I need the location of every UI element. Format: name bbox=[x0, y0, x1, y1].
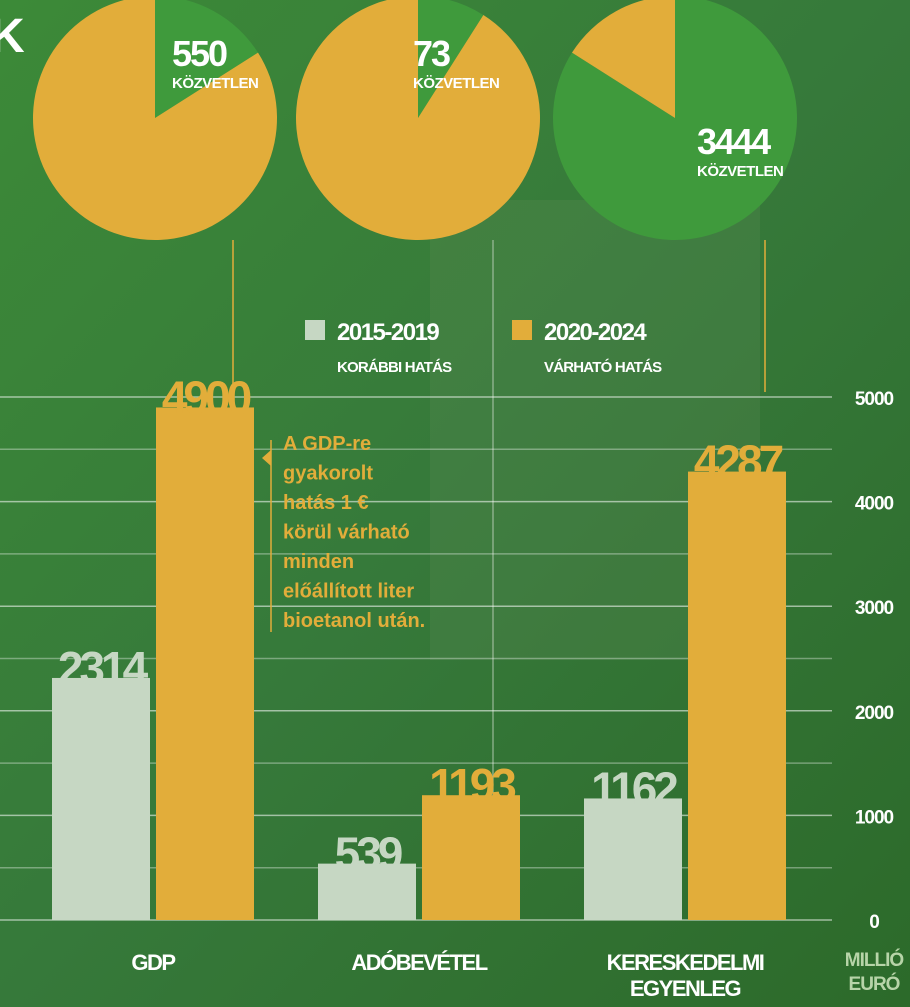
annotation: körül várható bbox=[283, 522, 410, 544]
y-tick-label: 4000 bbox=[855, 494, 894, 515]
x-tick-label: GDP bbox=[131, 950, 175, 975]
pie-value-label: 550 bbox=[172, 33, 227, 74]
legend-label: 2015-2019 bbox=[337, 319, 439, 346]
bar-value-label: 539 bbox=[335, 828, 402, 880]
pie-label: KÖZVETLEN bbox=[697, 163, 783, 180]
bar bbox=[156, 407, 254, 921]
y-tick-label: 5000 bbox=[855, 389, 894, 410]
axis-unit: MILLIÓ bbox=[845, 949, 904, 971]
bar-value-label: 1162 bbox=[591, 762, 677, 814]
pie-slice bbox=[418, 0, 484, 118]
bar-value-label: 4287 bbox=[694, 436, 783, 488]
y-tick-label: 2000 bbox=[855, 703, 894, 724]
y-tick-label: 0 bbox=[869, 912, 879, 933]
annotation: bioetanol után. bbox=[283, 610, 425, 632]
annotation: minden bbox=[283, 551, 354, 573]
axis-unit: EURÓ bbox=[849, 973, 900, 995]
pie-slice bbox=[296, 0, 540, 240]
bar-value-label: 2314 bbox=[58, 642, 149, 694]
pie-value-label: 73 bbox=[413, 33, 450, 74]
bar bbox=[688, 471, 786, 920]
bar bbox=[584, 798, 682, 920]
legend-subtitle: KORÁBBI HATÁS bbox=[337, 359, 452, 376]
annotation: hatás 1 € bbox=[283, 492, 369, 514]
bar-value-label: 1193 bbox=[429, 759, 515, 811]
annotation: A GDP-re bbox=[283, 433, 371, 455]
bar bbox=[52, 677, 150, 920]
bar bbox=[318, 863, 416, 920]
pie-slice bbox=[553, 0, 797, 240]
pie-label: KÖZVETLEN bbox=[413, 75, 499, 92]
annotation: gyakorolt bbox=[283, 463, 373, 485]
legend-swatch bbox=[305, 320, 325, 340]
annotation: előállított liter bbox=[283, 581, 414, 603]
x-tick-label: KERESKEDELMI bbox=[607, 950, 764, 975]
bar-value-label: 4900 bbox=[162, 371, 251, 423]
bar bbox=[422, 795, 520, 920]
pie-slice bbox=[33, 0, 277, 240]
legend-subtitle: VÁRHATÓ HATÁS bbox=[544, 358, 662, 376]
header-fragment: K bbox=[0, 10, 25, 63]
pie-value-label: 3444 bbox=[697, 121, 771, 162]
pie-slice bbox=[155, 0, 259, 118]
x-tick-label: EGYENLEG bbox=[630, 976, 741, 1001]
pie-slice bbox=[571, 0, 675, 118]
y-tick-label: 3000 bbox=[855, 598, 894, 619]
legend-swatch bbox=[512, 320, 532, 340]
x-tick-label: ADÓBEVÉTEL bbox=[351, 950, 487, 975]
pie-label: KÖZVETLEN bbox=[172, 75, 258, 92]
legend-label: 2020-2024 bbox=[544, 319, 647, 346]
y-tick-label: 1000 bbox=[855, 807, 894, 828]
annotation-pointer bbox=[262, 450, 271, 466]
